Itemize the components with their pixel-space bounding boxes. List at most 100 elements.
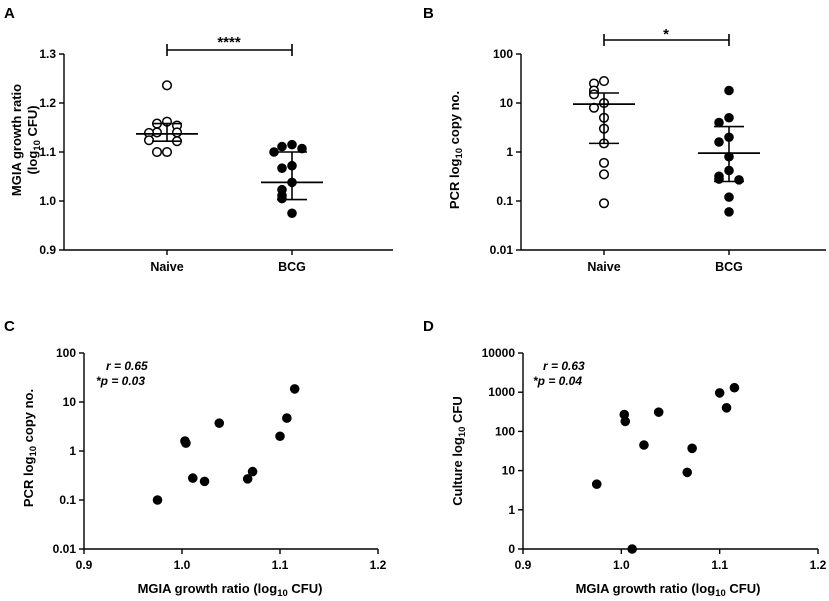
- y-tick-label-b: 1: [506, 145, 513, 159]
- y-tick-label-d: 1: [508, 503, 515, 517]
- data-point-d: [729, 382, 740, 393]
- data-point-c: [214, 418, 225, 428]
- x-tick-label-c: 1.1: [272, 558, 289, 572]
- y-axis-label-b: PCR log10 copy no.: [447, 91, 465, 209]
- significance-bracket-b: [603, 34, 730, 46]
- data-point-a-bcg: [297, 143, 307, 154]
- plot-d: 0 1 10 100 1000 10000 0.9 1.0 1.1 1.2: [482, 346, 827, 572]
- data-point-b-bcg: [724, 85, 734, 96]
- y-tick-label-b: 100: [493, 47, 513, 61]
- data-point-a-bcg: [277, 163, 287, 173]
- y-tick-label-a: 1.1: [39, 145, 56, 159]
- category-label-a: Naive: [150, 260, 183, 274]
- data-point-b-naive: [598, 76, 610, 87]
- y-axis-label-d: Culture log10 CFU: [450, 396, 468, 506]
- significance-label-b: *: [663, 26, 669, 43]
- category-label-a: BCG: [278, 260, 306, 274]
- data-point-b-naive: [598, 198, 610, 209]
- y-tick-label-b: 0.01: [490, 243, 514, 257]
- panel-b: B PCR log10 copy no. 0.01 0.1 1 10 100 Naive B…: [423, 5, 826, 274]
- data-point-b-bcg: [714, 117, 724, 128]
- panel-label-b: B: [423, 5, 434, 22]
- x-axis-label-d: MGIA growth ratio (log10 CFU): [576, 581, 761, 599]
- data-point-d: [653, 407, 664, 417]
- correlation-r-d: r = 0.63: [543, 359, 585, 373]
- x-tick-label-c: 0.9: [76, 558, 93, 572]
- y-axis-label-c: PCR log10 copy no.: [21, 389, 39, 507]
- significance-bracket-a: [166, 44, 293, 56]
- panel-a: A MGIA growth ratio (log10 CFU) 0.9 1.0 1.…: [4, 5, 393, 274]
- data-point-a-bcg: [277, 141, 287, 152]
- data-point-b-bcg: [724, 112, 734, 123]
- y-axis-label-a-line2: (log10 CFU): [25, 105, 43, 174]
- x-tick-label-d: 1.1: [711, 558, 728, 572]
- x-axis-label-c: MGIA growth ratio (log10 CFU): [138, 581, 323, 599]
- x-tick-label-d: 0.9: [515, 558, 532, 572]
- x-tick-label-c: 1.2: [370, 558, 387, 572]
- plot-b: 0.01 0.1 1 10 100 Naive BCG: [490, 34, 826, 274]
- data-point-a-bcg: [287, 139, 297, 150]
- data-point-c: [282, 413, 292, 423]
- data-point-a-naive: [151, 146, 163, 158]
- data-point-a-bcg: [277, 193, 287, 204]
- data-point-c: [181, 438, 191, 448]
- y-tick-label-c: 100: [56, 346, 76, 360]
- data-point-b-bcg: [724, 192, 734, 202]
- panel-label-d: D: [423, 318, 434, 335]
- correlation-p-d: *p = 0.04: [533, 374, 582, 388]
- data-point-a-naive: [143, 135, 155, 146]
- panel-label-c: C: [4, 318, 15, 335]
- data-point-d: [714, 388, 725, 398]
- data-point-c: [242, 474, 253, 484]
- data-point-d: [620, 416, 631, 427]
- data-point-b-bcg: [724, 207, 734, 217]
- data-point-b-bcg: [714, 137, 724, 147]
- data-point-c: [152, 495, 163, 505]
- data-point-b-naive: [598, 169, 610, 180]
- data-point-c: [187, 473, 198, 483]
- y-tick-label-d: 1000: [488, 385, 515, 399]
- data-point-d: [721, 402, 732, 413]
- x-tick-label-d: 1.2: [810, 558, 827, 572]
- panel-d: D Culture log10 CFU MGIA growth ratio (l…: [423, 318, 827, 599]
- data-point-c: [275, 431, 285, 442]
- y-tick-label-b: 0.1: [496, 194, 513, 208]
- data-point-c: [199, 476, 210, 487]
- y-tick-label-d: 100: [495, 424, 515, 438]
- panel-label-a: A: [4, 5, 15, 22]
- y-tick-label-d: 10000: [482, 346, 516, 360]
- y-axis-label-a-line1: MGIA growth ratio: [9, 84, 24, 196]
- data-point-c: [247, 466, 258, 477]
- category-label-b: Naive: [587, 260, 620, 274]
- data-point-b-naive: [598, 157, 610, 168]
- plot-a: 0.9 1.0 1.1 1.2 1.3 Naive BCG: [39, 44, 393, 274]
- data-point-b-bcg: [734, 175, 744, 185]
- panel-c: C PCR log10 copy no. MGIA growth ratio (…: [4, 318, 387, 599]
- data-point-a-naive: [161, 80, 173, 91]
- data-point-d: [687, 443, 697, 454]
- y-tick-label-c: 0.01: [53, 542, 77, 556]
- data-point-b-naive: [588, 89, 600, 100]
- data-point-a-bcg: [287, 208, 297, 219]
- y-tick-label-a: 0.9: [39, 243, 56, 257]
- y-tick-label-c: 0.1: [59, 493, 76, 507]
- y-tick-label-c: 10: [63, 395, 77, 409]
- y-tick-label-c: 1: [69, 444, 76, 458]
- x-tick-label-d: 1.0: [613, 558, 630, 572]
- data-point-c: [289, 384, 300, 394]
- plot-c: 0.01 0.1 1 10 100 0.9 1.0 1.1 1.2: [53, 346, 387, 572]
- data-point-a-naive: [171, 127, 183, 138]
- y-tick-label-b: 10: [500, 96, 514, 110]
- data-point-a-naive: [161, 146, 173, 158]
- y-tick-label-a: 1.3: [39, 47, 56, 61]
- y-tick-label-d: 0: [508, 542, 515, 556]
- data-point-d: [591, 479, 602, 489]
- data-point-d: [627, 544, 637, 554]
- y-tick-label-d: 10: [502, 464, 516, 478]
- correlation-p-c: *p = 0.03: [96, 374, 145, 388]
- y-tick-label-a: 1.2: [39, 96, 56, 110]
- y-tick-label-a: 1.0: [39, 194, 56, 208]
- x-tick-label-c: 1.0: [174, 558, 191, 572]
- category-label-b: BCG: [715, 260, 743, 274]
